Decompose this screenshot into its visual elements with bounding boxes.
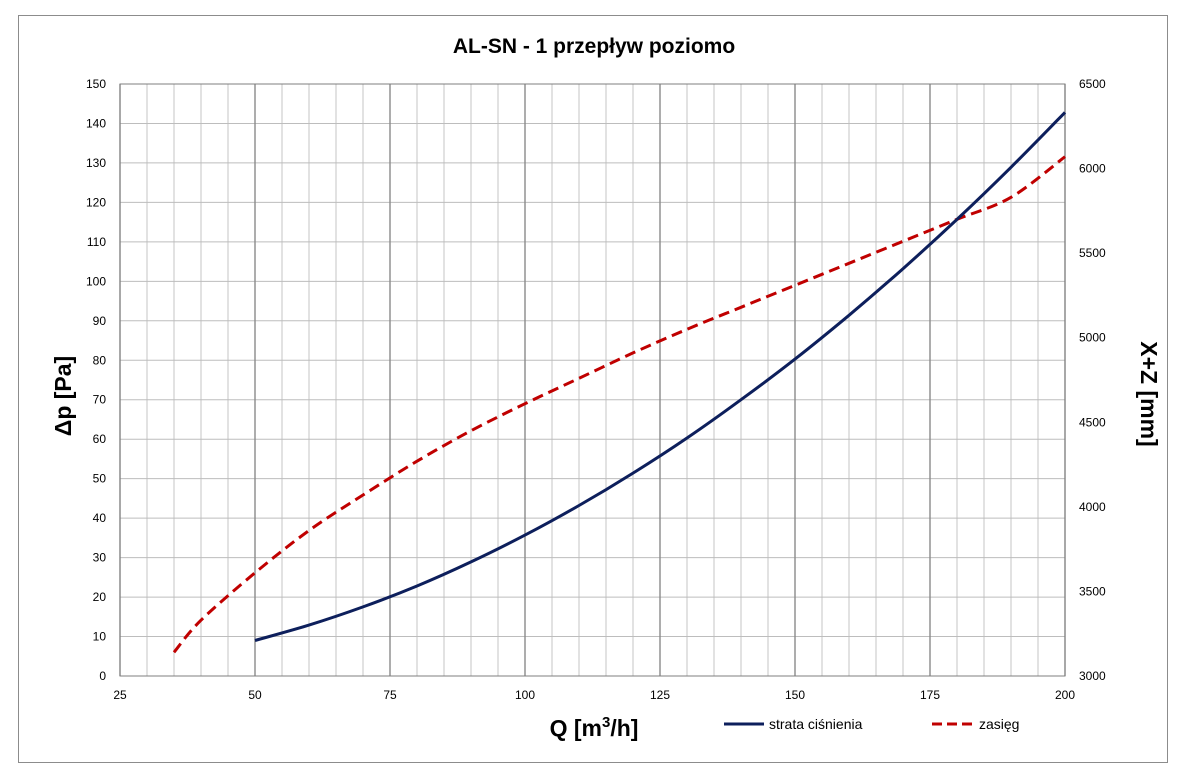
y2-tick-label: 4500 [1079, 415, 1106, 429]
y-tick-label: 130 [86, 156, 106, 170]
y-tick-label: 110 [87, 235, 106, 249]
plot-area-border [119, 83, 1066, 677]
x-axis-label-base: Q [m [550, 715, 602, 741]
y-tick-label: 120 [86, 195, 106, 209]
legend: strata ciśnienia zasięg [724, 716, 1019, 732]
y-tick-label: 0 [99, 669, 106, 683]
y2-tick-label: 5000 [1079, 331, 1106, 345]
y2-axis-label: X+Z [mm] [1136, 341, 1162, 446]
x-tick-label: 100 [515, 688, 535, 702]
y-tick-label: 10 [93, 630, 107, 644]
y-tick-label: 140 [86, 116, 106, 130]
y-tick-label: 20 [93, 590, 107, 604]
bottom-axis-ticks: 25 50 75 100 125 150 175 200 [113, 688, 1075, 702]
y2-tick-label: 3500 [1079, 584, 1106, 598]
legend-label-strata-cisnienia: strata ciśnienia [769, 716, 863, 732]
series-line-strata-cisnienia [254, 111, 1067, 642]
x-axis-label: Q [m3/h] [550, 714, 639, 741]
y-axis-label: Δp [Pa] [50, 356, 76, 436]
minor-grid [120, 83, 1065, 677]
y2-tick-label: 4000 [1079, 500, 1106, 514]
y2-tick-label: 5500 [1079, 246, 1106, 260]
x-axis-label-rest: /h] [610, 715, 638, 741]
chart-frame: 0 10 20 30 40 50 60 70 80 90 100 110 120 130 140 150 30… [18, 15, 1168, 763]
y-tick-label: 40 [93, 511, 107, 525]
y-tick-label: 50 [93, 472, 107, 486]
y2-tick-label: 6000 [1079, 162, 1106, 176]
y-tick-label: 70 [93, 393, 107, 407]
x-tick-label: 75 [383, 688, 397, 702]
x-axis-label-superscript: 3 [602, 714, 610, 731]
series-line-zasieg [172, 155, 1066, 654]
x-tick-label: 25 [113, 688, 127, 702]
y2-tick-label: 3000 [1079, 669, 1106, 683]
x-tick-label: 50 [248, 688, 262, 702]
right-axis-ticks: 3000 3500 4000 4500 5000 5500 6000 6500 [1079, 77, 1106, 683]
x-tick-label: 175 [920, 688, 940, 702]
major-grid [119, 84, 1066, 676]
left-axis-ticks: 0 10 20 30 40 50 60 70 80 90 100 110 120 130 140 150 [86, 77, 106, 683]
y-tick-label: 80 [93, 353, 107, 367]
y2-tick-label: 6500 [1079, 77, 1106, 91]
x-tick-label: 125 [650, 688, 670, 702]
x-tick-label: 200 [1055, 688, 1075, 702]
y-tick-label: 30 [93, 551, 107, 565]
legend-label-zasieg: zasięg [979, 716, 1019, 732]
y-tick-label: 90 [93, 314, 107, 328]
x-tick-label: 150 [785, 688, 805, 702]
y-tick-label: 60 [93, 432, 107, 446]
y-tick-label: 150 [86, 77, 106, 91]
series-layer [172, 111, 1067, 654]
y-tick-label: 100 [86, 274, 106, 288]
chart-title: AL-SN - 1 przepływ poziomo [453, 35, 735, 58]
